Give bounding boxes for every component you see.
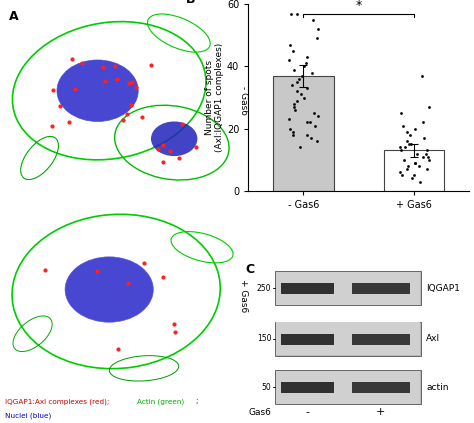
Bar — [275, 370, 420, 404]
Text: Nuclei (blue): Nuclei (blue) — [5, 413, 51, 420]
Bar — [276, 371, 419, 404]
Text: Actin (green): Actin (green) — [137, 398, 184, 405]
Bar — [276, 322, 419, 355]
Text: Gas6: Gas6 — [248, 408, 272, 417]
Text: *: * — [356, 0, 362, 12]
Y-axis label: Number of spots
(Axl:IQGAP1 complexes): Number of spots (Axl:IQGAP1 complexes) — [205, 43, 224, 152]
Bar — [352, 283, 410, 294]
Bar — [352, 334, 410, 345]
Bar — [275, 321, 420, 356]
Text: IQGAP1:Axl complexes (red);: IQGAP1:Axl complexes (red); — [5, 398, 111, 405]
Bar — [383, 151, 445, 191]
Text: Axl: Axl — [426, 334, 440, 343]
Text: +: + — [376, 407, 385, 418]
Text: + Gas6: + Gas6 — [239, 279, 248, 312]
Text: actin: actin — [426, 383, 449, 392]
Ellipse shape — [65, 257, 153, 322]
Text: 150: 150 — [257, 334, 272, 343]
Text: A: A — [9, 10, 19, 23]
Text: 50: 50 — [262, 383, 272, 392]
Bar — [352, 382, 410, 393]
Text: -: - — [306, 407, 310, 418]
Bar — [276, 272, 419, 305]
Bar — [282, 382, 335, 393]
Text: - Gas6: - Gas6 — [239, 86, 248, 115]
Text: 250: 250 — [257, 284, 272, 293]
Bar — [282, 334, 335, 345]
Bar — [282, 283, 335, 294]
Text: C: C — [245, 263, 254, 276]
Ellipse shape — [57, 60, 138, 121]
Text: ;: ; — [195, 398, 198, 404]
Bar — [273, 76, 334, 191]
Ellipse shape — [151, 121, 197, 156]
Text: IQGAP1: IQGAP1 — [426, 284, 460, 293]
Text: B: B — [186, 0, 196, 6]
Bar — [275, 271, 420, 305]
